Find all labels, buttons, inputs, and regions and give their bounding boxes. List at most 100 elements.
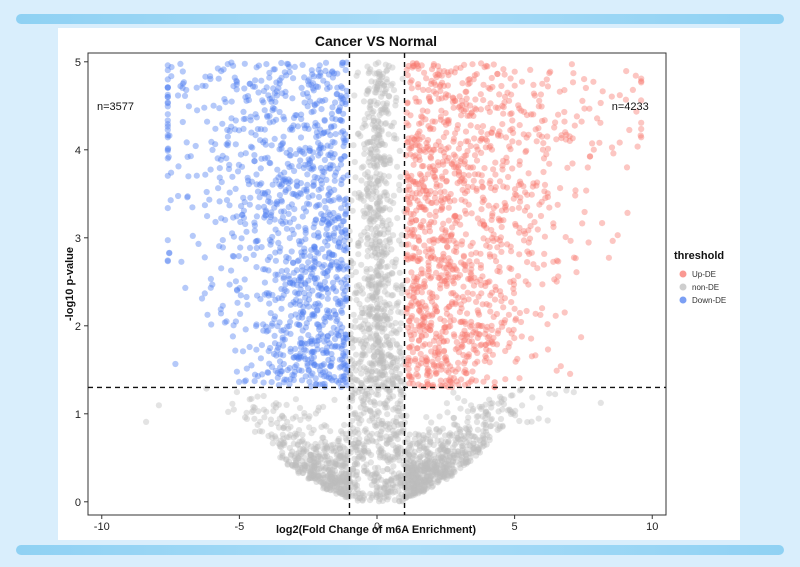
non-de-point xyxy=(349,389,356,396)
non-de-point xyxy=(279,440,286,448)
non-de-point xyxy=(379,426,386,433)
non-de-point xyxy=(321,478,329,485)
down-de-point xyxy=(164,76,171,83)
chart-title: Cancer VS Normal xyxy=(315,33,437,49)
down-de-point xyxy=(232,318,239,325)
up-de-point xyxy=(474,349,481,357)
down-de-point xyxy=(247,194,254,201)
non-de-point xyxy=(444,458,451,465)
down-de-point xyxy=(299,213,306,220)
down-de-point xyxy=(253,181,260,188)
non-de-point xyxy=(365,392,372,400)
non-de-point xyxy=(295,468,302,475)
non-de-point xyxy=(519,402,526,409)
down-de-point xyxy=(253,64,260,71)
non-de-point xyxy=(311,475,318,482)
up-de-point xyxy=(410,380,417,387)
non-de-point xyxy=(276,441,283,448)
non-de-point xyxy=(374,200,381,207)
down-de-point xyxy=(297,309,304,316)
non-de-point xyxy=(413,480,420,487)
up-de-point xyxy=(496,178,504,185)
non-de-point xyxy=(333,490,340,497)
down-de-point xyxy=(303,90,311,97)
non-de-point xyxy=(422,482,429,490)
non-de-point xyxy=(422,479,429,486)
non-de-point xyxy=(279,449,286,456)
non-de-point xyxy=(509,392,516,399)
non-de-point xyxy=(359,455,367,463)
down-de-point xyxy=(229,333,236,340)
non-de-point xyxy=(380,383,388,390)
non-de-point xyxy=(498,398,505,405)
down-de-point xyxy=(278,197,285,204)
up-de-point xyxy=(623,164,631,171)
non-de-point xyxy=(379,372,386,379)
non-de-point xyxy=(400,356,407,363)
non-de-point xyxy=(332,444,339,451)
non-de-point xyxy=(450,414,458,422)
up-de-point xyxy=(415,300,422,307)
up-de-point xyxy=(534,226,541,233)
down-de-point xyxy=(220,66,227,73)
up-de-point xyxy=(605,254,613,261)
up-de-point xyxy=(485,84,492,91)
non-de-point xyxy=(374,368,381,375)
up-de-point xyxy=(490,61,497,68)
down-de-point xyxy=(341,137,348,144)
non-de-point xyxy=(362,390,369,397)
non-de-point xyxy=(465,450,472,457)
non-de-point xyxy=(415,478,422,485)
non-de-point xyxy=(405,472,412,479)
non-de-point xyxy=(392,319,399,327)
up-de-point xyxy=(455,359,462,366)
non-de-point xyxy=(394,450,402,457)
non-de-point xyxy=(418,477,425,484)
down-de-point xyxy=(219,237,226,244)
down-de-point xyxy=(341,375,349,382)
non-de-point xyxy=(528,418,535,425)
down-de-point xyxy=(265,194,272,201)
down-de-point xyxy=(300,205,307,212)
non-de-point xyxy=(563,387,570,394)
non-de-point xyxy=(411,486,418,493)
non-de-point xyxy=(343,492,350,500)
non-de-point xyxy=(295,454,302,461)
down-de-point xyxy=(185,103,192,110)
non-de-point xyxy=(403,487,411,494)
non-de-point xyxy=(499,406,506,413)
up-de-point xyxy=(453,217,460,224)
non-de-point xyxy=(352,317,359,324)
up-de-point xyxy=(520,131,527,138)
non-de-point xyxy=(448,472,456,479)
down-de-point xyxy=(266,360,273,367)
up-de-point xyxy=(413,98,420,105)
non-de-point xyxy=(366,376,373,383)
non-de-point xyxy=(381,325,388,332)
down-de-point xyxy=(242,94,249,101)
down-de-point xyxy=(304,360,311,367)
non-de-point xyxy=(462,459,469,466)
down-de-point xyxy=(342,362,349,369)
up-de-point xyxy=(420,284,427,291)
up-de-point xyxy=(486,359,493,366)
non-de-point xyxy=(457,436,464,443)
down-de-point xyxy=(260,266,267,273)
non-de-point xyxy=(376,400,384,407)
non-de-point xyxy=(312,440,319,448)
non-de-point xyxy=(436,427,443,434)
non-de-point xyxy=(405,493,412,500)
non-de-point xyxy=(342,470,349,478)
non-de-point xyxy=(350,311,357,318)
non-de-point xyxy=(363,467,370,474)
up-de-point xyxy=(449,224,456,231)
down-de-point xyxy=(263,290,270,297)
non-de-point xyxy=(338,485,345,492)
down-de-point xyxy=(201,104,208,111)
non-de-point xyxy=(499,422,506,429)
up-de-point xyxy=(406,186,413,193)
non-de-point xyxy=(321,447,328,454)
non-de-point xyxy=(408,467,415,474)
up-de-point xyxy=(427,295,434,302)
down-de-point xyxy=(241,378,248,385)
